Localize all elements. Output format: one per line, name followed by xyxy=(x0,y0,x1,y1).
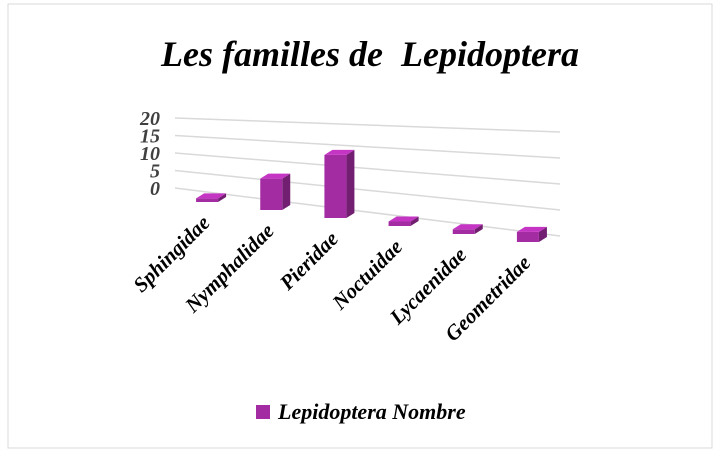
bar-side xyxy=(282,173,291,210)
y-tick-label: 0 xyxy=(150,178,160,200)
bar-side xyxy=(474,224,483,234)
bar-front xyxy=(196,198,219,202)
legend-swatch xyxy=(256,405,270,419)
chart-frame xyxy=(7,3,713,449)
bar-front xyxy=(516,231,539,242)
legend-label: Lepidoptera Nombre xyxy=(277,399,466,424)
bar-front xyxy=(260,178,283,210)
bar xyxy=(196,193,227,202)
grid-line xyxy=(174,169,561,211)
y-tick-label: 20 xyxy=(139,108,160,130)
bar-top xyxy=(260,173,291,179)
chart-title: Les familles de Lepidoptera xyxy=(160,34,579,74)
bar-top xyxy=(324,149,355,155)
grid-line xyxy=(174,117,561,133)
grid-line xyxy=(174,134,561,159)
bar xyxy=(324,149,355,218)
bar-side xyxy=(538,226,547,242)
bar xyxy=(516,226,547,242)
bar xyxy=(452,224,483,234)
y-tick-label: 10 xyxy=(140,143,160,165)
grid-line xyxy=(174,187,561,237)
bar xyxy=(260,173,291,210)
bar xyxy=(388,216,419,226)
bar-top xyxy=(452,224,483,230)
bar-top xyxy=(196,193,227,199)
bar-front xyxy=(388,221,411,226)
grid-line xyxy=(174,152,561,185)
bar-side xyxy=(346,149,355,218)
bar-side xyxy=(218,193,227,202)
bar-front xyxy=(324,154,347,218)
bar-side xyxy=(410,216,419,226)
bar-front xyxy=(452,229,475,234)
bar-top xyxy=(388,216,419,222)
y-tick-label: 5 xyxy=(150,161,160,183)
bar-top xyxy=(516,226,547,232)
y-tick-label: 15 xyxy=(140,126,160,148)
